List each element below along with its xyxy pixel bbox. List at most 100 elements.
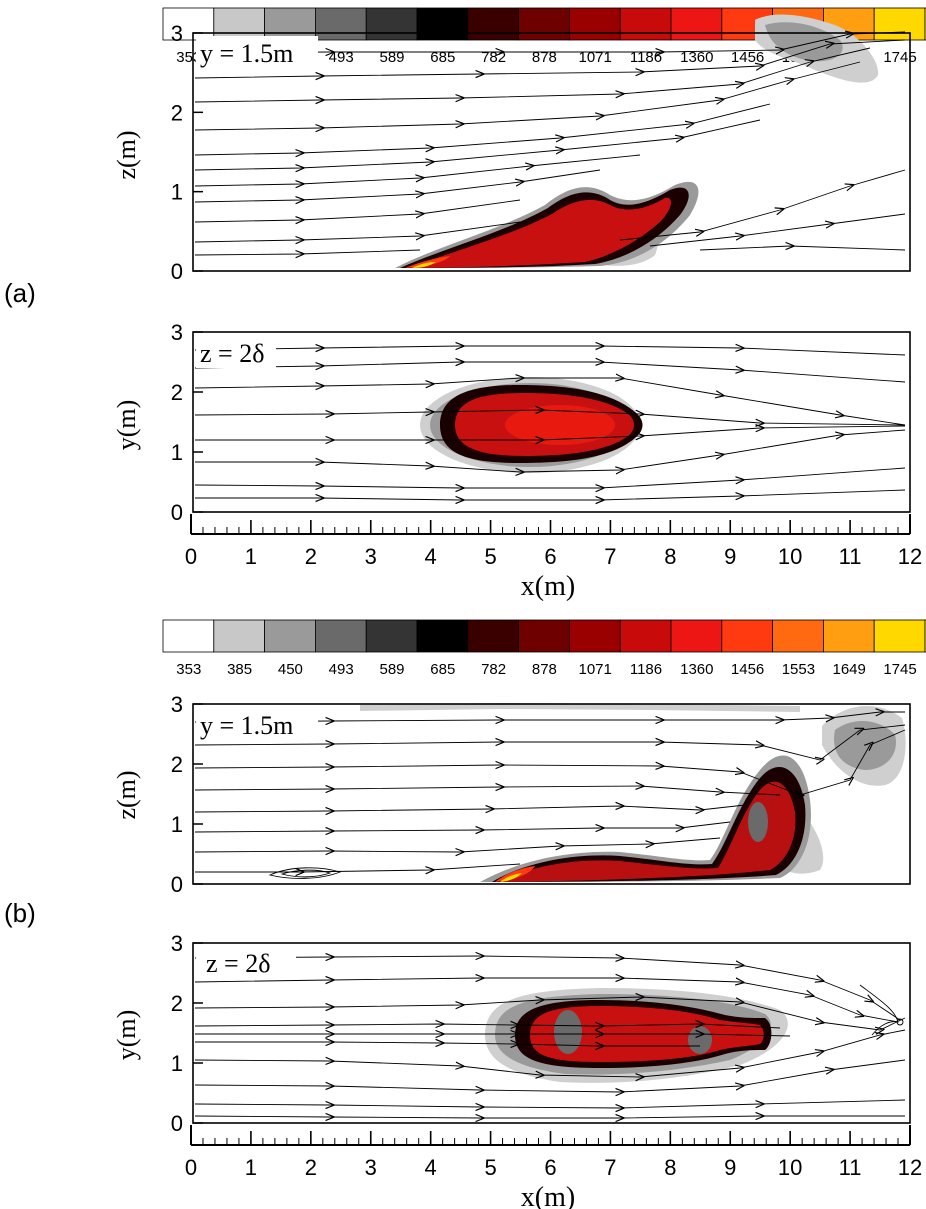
x-tick-label: 11 bbox=[839, 1155, 862, 1180]
yaxis-a-top: 0 1 2 3 bbox=[171, 21, 203, 284]
label-bg-b-top bbox=[196, 708, 318, 740]
x-tick-label: 8 bbox=[664, 1155, 676, 1180]
contour-hole2-b-bottom bbox=[688, 1026, 712, 1054]
colorbar-tick-label: 493 bbox=[329, 49, 354, 66]
x-tick-label: 5 bbox=[484, 544, 496, 569]
x-tick-label: 0 bbox=[185, 1155, 197, 1180]
x-tick-label: 7 bbox=[604, 1155, 616, 1180]
yaxis-a-bottom: 0 1 2 3 bbox=[171, 320, 203, 525]
contour-hole-b-top bbox=[748, 802, 768, 842]
y-tick-label: 2 bbox=[171, 380, 183, 405]
contour-b-top bbox=[360, 703, 906, 882]
x-tick-label: 6 bbox=[544, 544, 556, 569]
x-tick-label: 2 bbox=[305, 544, 317, 569]
x-tick-label: 4 bbox=[425, 1155, 437, 1180]
panel-a-top: y = 1.5m z(m) 0 1 2 3 bbox=[112, 14, 911, 284]
ylabel-a-top: z(m) bbox=[112, 130, 141, 179]
label-bg-a-bottom bbox=[196, 336, 276, 368]
streamlines-a-top bbox=[194, 32, 906, 255]
colorbar-swatch bbox=[721, 619, 773, 653]
colorbar-swatch bbox=[823, 619, 875, 653]
x-tick-label: 10 bbox=[778, 1155, 802, 1180]
yaxis-b-bottom: 0 1 2 3 bbox=[171, 931, 203, 1136]
colorbar-swatch bbox=[162, 619, 215, 653]
x-tick-label: 2 bbox=[305, 1155, 317, 1180]
colorbar-swatch bbox=[518, 7, 570, 41]
y-tick-label: 3 bbox=[171, 692, 183, 717]
x-tick-label: 11 bbox=[839, 544, 862, 569]
y-tick-label: 3 bbox=[171, 320, 183, 345]
x-tick-label: 3 bbox=[365, 1155, 377, 1180]
y-tick-label: 1 bbox=[171, 1051, 183, 1076]
x-tick-label: 1 bbox=[245, 544, 257, 569]
y-tick-label: 0 bbox=[171, 1111, 183, 1136]
y-tick-label: 2 bbox=[171, 100, 183, 125]
x-tick-label: 4 bbox=[425, 544, 437, 569]
streamlines-a-bottom bbox=[194, 346, 906, 500]
x-tick-label: 10 bbox=[778, 544, 802, 569]
panel-b-top: y = 1.5m z(m) 0 1 2 3 bbox=[112, 692, 911, 897]
label-bg-a-top bbox=[196, 36, 318, 68]
contour-hole1-b-bottom bbox=[554, 1010, 582, 1054]
colorbar-tick-label: 1456 bbox=[731, 661, 764, 678]
y-tick-label: 3 bbox=[171, 21, 183, 46]
colorbar-swatch bbox=[264, 7, 316, 41]
colorbar-swatch bbox=[416, 619, 469, 653]
x-tick-label: 12 bbox=[898, 1155, 922, 1180]
colorbar-swatch bbox=[365, 619, 418, 653]
panel-label-a-top: y = 1.5m bbox=[200, 39, 293, 68]
colorbar-swatch bbox=[619, 7, 672, 41]
panel-label-b-top: y = 1.5m bbox=[200, 711, 293, 740]
colorbar-tick-label: 450 bbox=[278, 661, 303, 678]
y-tick-label: 2 bbox=[171, 752, 183, 777]
x-tick-label: 5 bbox=[484, 1155, 496, 1180]
contour-yellow-a-top bbox=[412, 262, 436, 268]
xlabel-b: x(m) bbox=[521, 1182, 575, 1209]
colorbar-swatch bbox=[467, 619, 519, 653]
xaxis-a: 0 1 2 3 4 5 6 7 8 9 10 11 12 bbox=[185, 514, 922, 569]
colorbar-swatch bbox=[569, 7, 621, 41]
streamlines-b-top bbox=[194, 712, 906, 879]
contour-a-bottom bbox=[420, 377, 643, 473]
streamlines-b-bottom bbox=[194, 956, 906, 1118]
colorbar-tick-label: 1649 bbox=[833, 661, 866, 678]
y-tick-label: 1 bbox=[171, 180, 183, 205]
ylabel-b-bottom: y(m) bbox=[112, 1010, 141, 1061]
y-tick-label: 0 bbox=[171, 259, 183, 284]
colorbar-swatch bbox=[670, 619, 723, 653]
colorbar-swatch bbox=[670, 7, 723, 41]
colorbar-tick-label: 1360 bbox=[680, 661, 713, 678]
contour-yellow-b-top bbox=[500, 873, 522, 882]
xlabel-a: x(m) bbox=[521, 571, 575, 602]
xaxis-b: 0 1 2 3 4 5 6 7 8 9 10 11 12 bbox=[185, 1125, 922, 1180]
contour-bright-b-top bbox=[495, 866, 535, 882]
colorbar-swatch bbox=[314, 7, 367, 41]
frame-a-top bbox=[192, 32, 911, 272]
panel-tag-b: (b) bbox=[4, 898, 36, 928]
panel-label-b-bottom: z = 2δ bbox=[206, 949, 270, 978]
colorbar-swatch bbox=[873, 7, 926, 41]
contour-red-a-top bbox=[410, 197, 672, 268]
frame-b-bottom bbox=[192, 942, 911, 1124]
label-bg-b-bottom bbox=[196, 946, 296, 978]
colorbar-tick-label: 589 bbox=[379, 49, 404, 66]
colorbar-swatch bbox=[213, 7, 266, 41]
colorbar-swatch bbox=[264, 619, 316, 653]
colorbar-swatch bbox=[416, 7, 469, 41]
colorbar-tick-label: 385 bbox=[227, 661, 252, 678]
colorbar-tick-label: 1745 bbox=[883, 49, 916, 66]
colorbar-swatch bbox=[162, 7, 215, 41]
x-tick-label: 0 bbox=[185, 544, 197, 569]
colorbar-swatch bbox=[518, 619, 570, 653]
colorbar-b: 353 385 450 493 589 685 782 878 1071 1186 1360 1456… bbox=[162, 619, 926, 678]
contour-bright-a-top bbox=[405, 256, 450, 268]
colorbar-swatch bbox=[314, 619, 367, 653]
x-tick-label: 6 bbox=[544, 1155, 556, 1180]
x-tick-label: 9 bbox=[724, 544, 736, 569]
colorbar-tick-label: 685 bbox=[430, 661, 455, 678]
colorbar-swatch bbox=[569, 619, 621, 653]
ylabel-a-bottom: y(m) bbox=[112, 400, 141, 451]
